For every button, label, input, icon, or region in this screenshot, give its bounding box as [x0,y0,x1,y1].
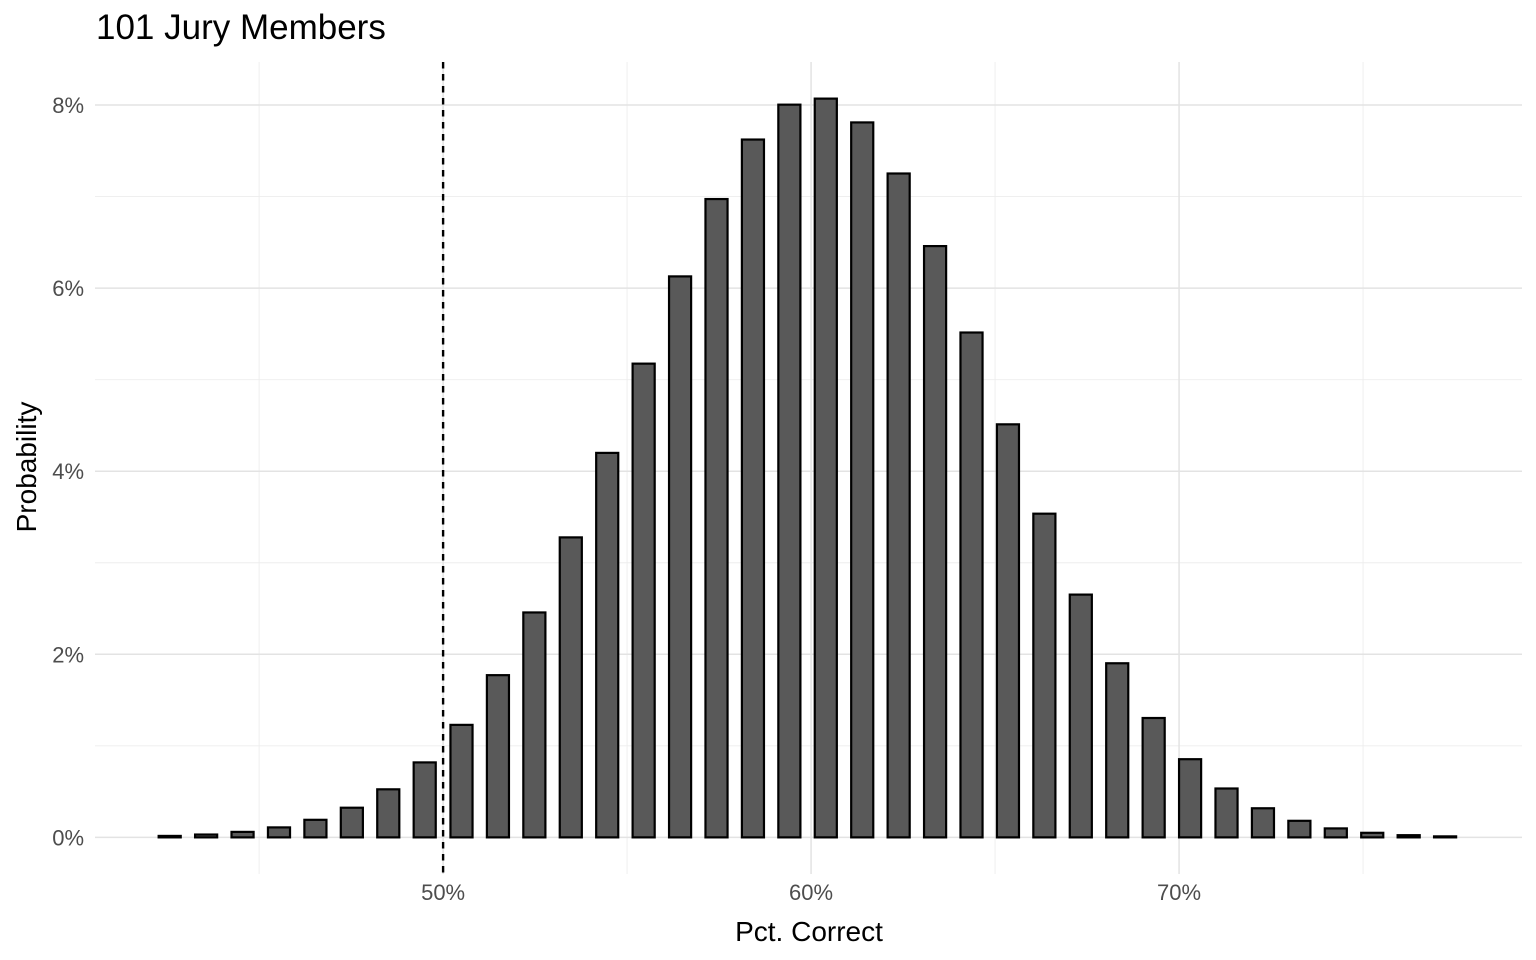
x-tick-label: 60% [789,880,833,905]
bar [485,674,511,839]
bar [558,536,583,839]
bar [1323,827,1348,839]
bar [777,103,802,839]
bar [1214,787,1239,839]
bar [1141,716,1166,839]
bar [595,451,620,839]
bar [850,121,875,839]
bar [1360,831,1385,839]
bar [813,97,838,839]
bar [193,833,219,839]
bar [886,172,911,839]
bar [266,826,292,839]
x-axis-title: Pct. Correct [735,916,883,947]
y-tick-label: 8% [52,93,84,118]
bar [922,244,948,839]
bar [412,761,437,839]
bar [667,275,693,839]
bar [376,788,401,839]
bar [1432,835,1458,839]
y-tick-label: 4% [52,459,84,484]
y-tick-label: 0% [52,825,84,850]
bar [1177,758,1203,839]
bar [631,362,656,839]
y-axis-title: Probability [11,401,42,533]
bar [522,611,547,839]
x-tick-label: 50% [421,880,465,905]
bar [740,138,766,839]
y-tick-label: 6% [52,276,84,301]
y-tick-label: 2% [52,642,84,667]
bar [1032,512,1057,839]
bar [230,830,255,839]
bar [339,806,364,839]
bar [959,331,984,839]
bar [995,423,1021,839]
bar [1250,807,1276,839]
bar [1105,662,1130,839]
bar [449,723,474,839]
bar [157,834,182,839]
bar [303,818,328,839]
chart-title: 101 Jury Members [96,8,386,47]
bar [704,197,729,839]
bar [1287,819,1312,839]
bar [1068,593,1093,839]
bar [1396,834,1421,839]
x-tick-label: 70% [1157,880,1201,905]
